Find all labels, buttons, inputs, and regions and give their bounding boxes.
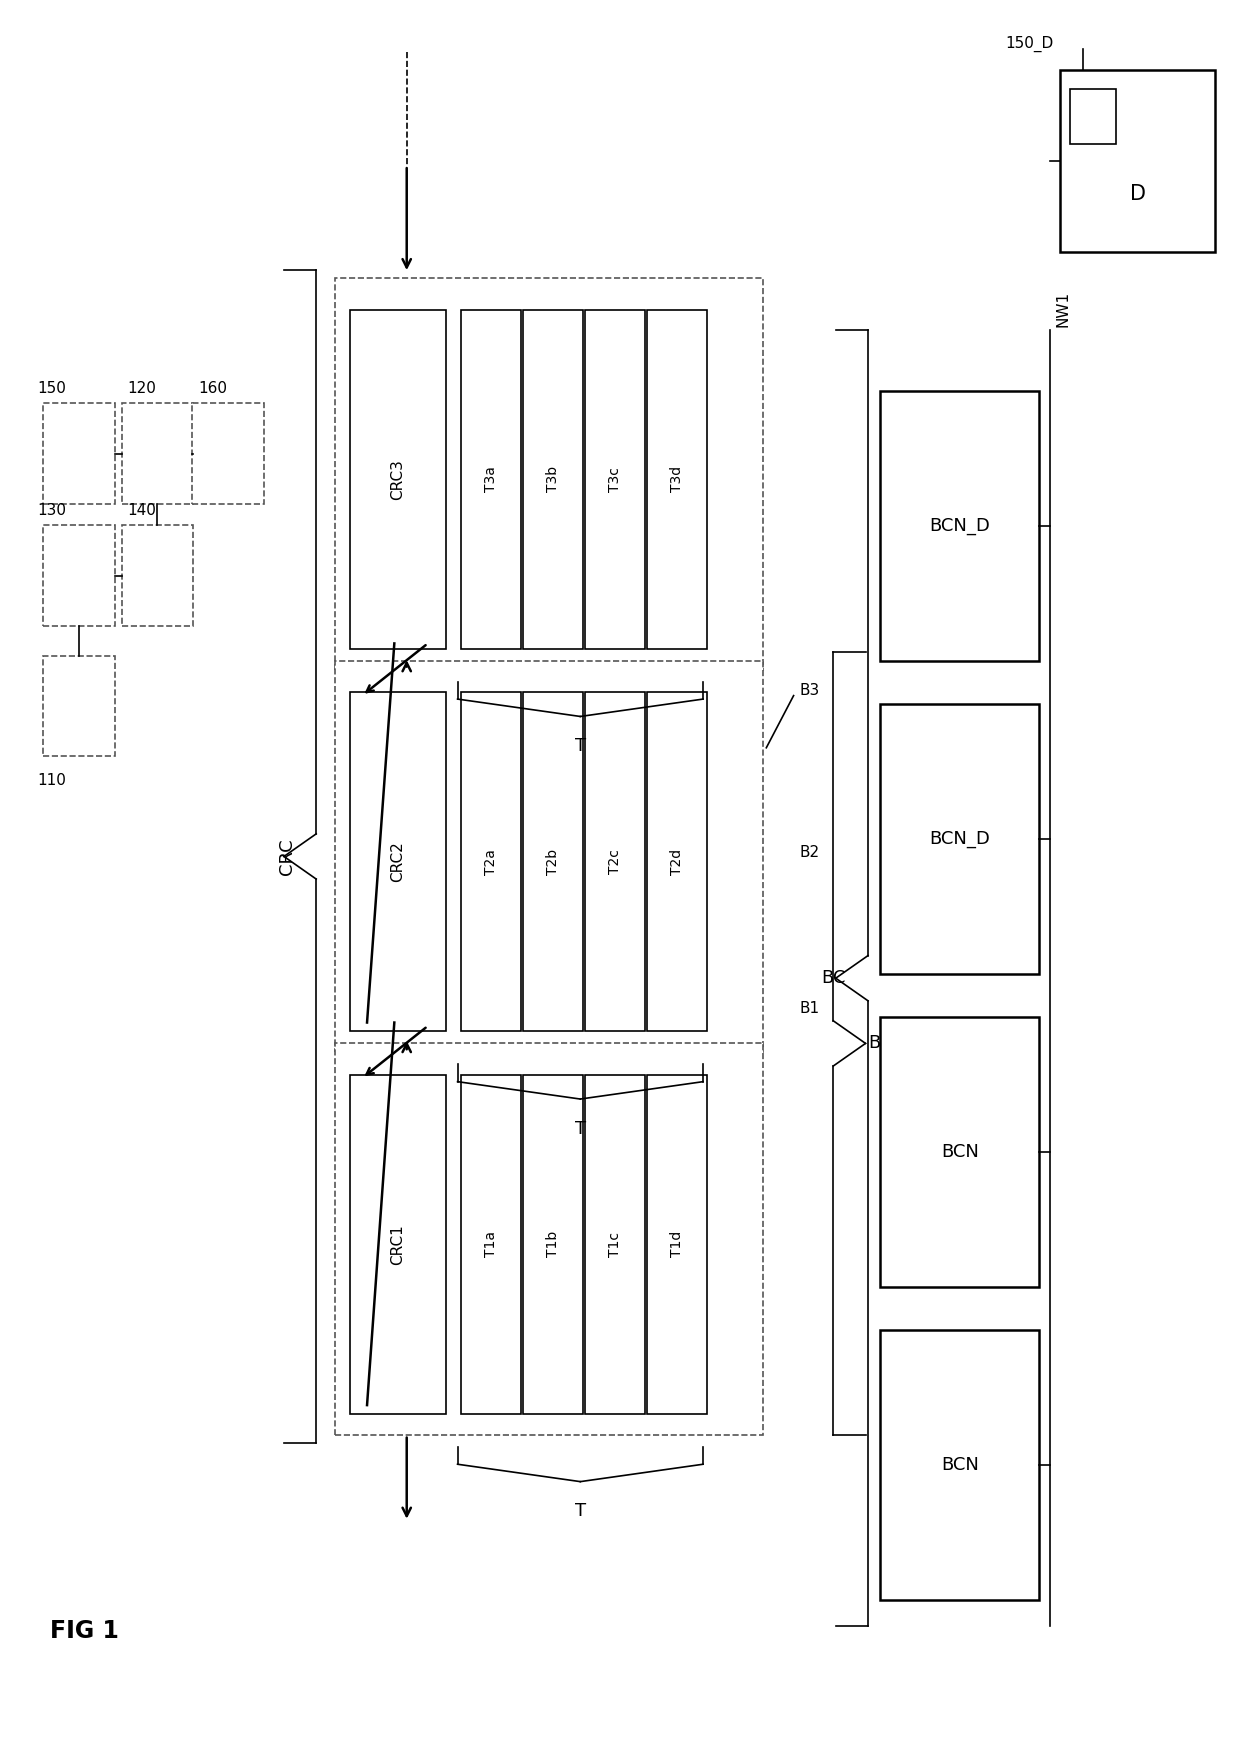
Bar [461,310,521,649]
Bar [523,1075,583,1414]
Text: CRC1: CRC1 [391,1224,405,1264]
Bar [461,692,521,1031]
Text: T3b: T3b [546,466,560,492]
Bar [647,692,707,1031]
Text: 120: 120 [128,381,156,396]
Text: FIG 1: FIG 1 [50,1619,119,1643]
Text: B1: B1 [800,1002,820,1016]
Text: BCN_D: BCN_D [929,830,991,849]
Bar [122,403,193,504]
Bar [335,661,763,1052]
Text: T2a: T2a [484,849,498,875]
Text: T: T [575,1120,585,1137]
Bar [43,656,115,756]
Text: D: D [1130,184,1146,203]
Text: T1a: T1a [484,1231,498,1257]
Bar [350,1075,446,1414]
Text: T2c: T2c [608,849,622,875]
Bar [647,310,707,649]
Bar [880,1017,1039,1287]
Text: BCN: BCN [941,1456,978,1475]
Bar [350,310,446,649]
Text: NW1: NW1 [1055,290,1070,327]
Text: 110: 110 [37,772,66,788]
Text: T3d: T3d [670,466,684,492]
Bar [585,1075,645,1414]
Bar [880,1330,1039,1600]
Text: T3a: T3a [484,466,498,492]
Bar [43,403,115,504]
Text: B: B [868,1035,880,1052]
Text: 140: 140 [128,503,156,518]
Bar [585,692,645,1031]
Bar [461,1075,521,1414]
Text: B2: B2 [800,845,820,859]
Bar [1070,89,1116,144]
Text: T: T [575,737,585,755]
Text: BC: BC [821,969,846,988]
Text: B3: B3 [800,683,820,697]
Text: CRC2: CRC2 [391,842,405,882]
Text: 160: 160 [198,381,227,396]
Bar [880,391,1039,661]
Text: 130: 130 [37,503,66,518]
Bar [335,1043,763,1435]
Text: CRC: CRC [278,838,296,875]
Bar [523,310,583,649]
Text: BCN_D: BCN_D [929,516,991,536]
Text: BCN: BCN [941,1143,978,1162]
Text: T2d: T2d [670,849,684,875]
Text: T3c: T3c [608,466,622,492]
Bar [1060,70,1215,252]
Bar [350,692,446,1031]
Bar [585,310,645,649]
Bar [647,1075,707,1414]
Bar [523,692,583,1031]
Text: CRC3: CRC3 [391,459,405,499]
Text: T2b: T2b [546,849,560,875]
Text: 150_D: 150_D [1006,37,1054,52]
Text: T1c: T1c [608,1231,622,1257]
Bar [335,278,763,670]
Bar [880,704,1039,974]
Text: T1b: T1b [546,1231,560,1257]
Bar [43,525,115,626]
Text: T: T [575,1502,585,1520]
Bar [122,525,193,626]
Text: 150: 150 [37,381,66,396]
Text: T1d: T1d [670,1231,684,1257]
Bar [192,403,264,504]
